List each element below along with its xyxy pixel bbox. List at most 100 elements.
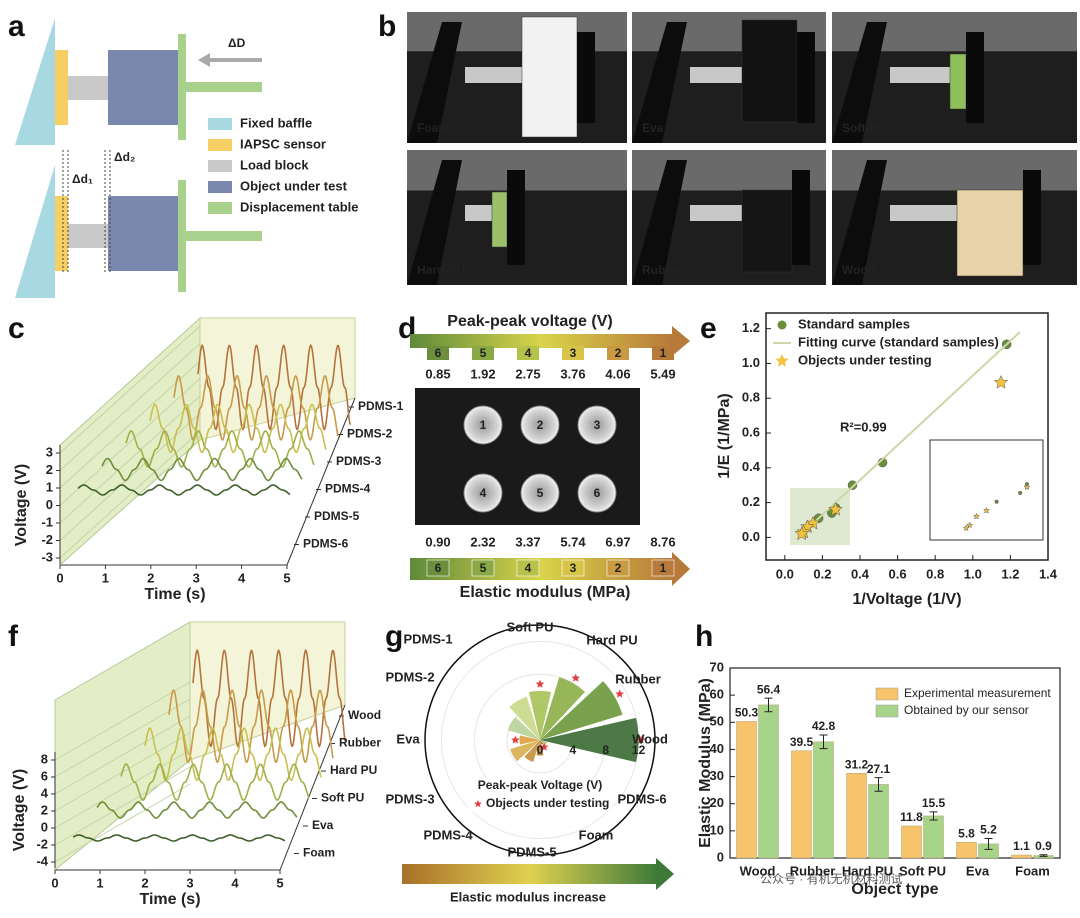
arrow-head: [672, 552, 690, 586]
instrument-frame: [832, 22, 887, 143]
x-tick-label: 0: [56, 570, 63, 585]
r-tick-label: 8: [602, 743, 609, 757]
step-tab: [651, 559, 675, 577]
y-tick-label: 1.0: [742, 355, 760, 370]
waveform: [125, 430, 315, 468]
y-tick-label: -3: [41, 549, 53, 564]
category-label: PDMS-6: [617, 791, 666, 806]
legend-label: Objects under testing: [486, 796, 609, 810]
star-marker: [535, 679, 545, 688]
load-rod: [690, 205, 742, 221]
legend-label: Load block: [240, 157, 309, 172]
wedge: [540, 677, 585, 740]
star-marker: [615, 689, 624, 698]
delta-label: Δd₂: [114, 150, 135, 164]
test-object: [741, 189, 793, 273]
legend-label: IAPSC sensor: [240, 136, 326, 151]
category-label: Foam: [579, 827, 614, 842]
x-tick-label: 5: [276, 875, 283, 890]
x-tick-label: Soft PU: [899, 863, 946, 878]
y-axis-title: Voltage (V): [11, 769, 28, 851]
photo-label: Soft-PU: [842, 121, 886, 135]
instrument-frame: [632, 22, 687, 143]
error-bar: [1039, 854, 1048, 857]
y-tick-label: 8: [41, 751, 48, 766]
voltage-value: 3.76: [560, 366, 585, 381]
wedge: [507, 717, 540, 740]
series-label: PDMS-6: [303, 537, 349, 551]
series-label: Foam: [303, 846, 335, 860]
series-label: Rubber: [339, 736, 381, 750]
error-bar: [874, 777, 883, 792]
data-point: [828, 501, 843, 516]
bar: [736, 721, 757, 859]
fixed-baffle: [15, 165, 55, 298]
category-label: Eva: [396, 731, 420, 746]
x-tick-label: 2: [141, 875, 148, 890]
wedge: [540, 740, 544, 745]
object: [108, 196, 178, 271]
star-marker: [539, 742, 549, 751]
sample-disk: [577, 405, 617, 445]
fixture: [577, 32, 595, 123]
y-tick-label: 6: [41, 768, 48, 783]
legend-marker: [474, 800, 482, 808]
value-label: 56.4: [757, 682, 781, 696]
modulus-title: Elastic modulus (MPa): [460, 584, 631, 601]
footer: Elastic modulus increase: [450, 889, 606, 904]
inset-point: [994, 499, 999, 504]
step-number: 5: [480, 346, 487, 360]
load-rod: [890, 205, 957, 221]
r-tick-label: 12: [632, 743, 646, 757]
dashed-guides: [62, 150, 111, 272]
series-label: PDMS-2: [347, 427, 393, 441]
arrow-head: [656, 858, 674, 890]
series-label: Hard PU: [330, 763, 377, 777]
sample-disk: [577, 473, 617, 513]
panel-label: e: [700, 312, 717, 345]
fixture: [507, 170, 525, 265]
r-tick-label: 0: [537, 743, 544, 757]
r-tick-label: 4: [570, 743, 577, 757]
bar: [758, 704, 779, 859]
x-axis-title: Time (s): [139, 891, 200, 908]
panel-label: f: [8, 620, 19, 653]
panel-label: c: [8, 312, 25, 345]
value-label: 15.5: [922, 796, 946, 810]
photo-label: Eva: [642, 121, 664, 135]
y-tick-label: -1: [41, 514, 53, 529]
modulus-value: 2.32: [470, 534, 495, 549]
voltage-title: Peak-peak voltage (V): [447, 313, 612, 330]
inset-point: [982, 506, 991, 514]
category-label: Hard PU: [586, 632, 637, 647]
error-bar: [984, 837, 993, 850]
step-tab: [607, 346, 629, 360]
value-label: 5.2: [980, 823, 997, 837]
grid-line: [54, 681, 191, 761]
x-tick-label: 4: [238, 570, 246, 585]
series-label: Eva: [312, 818, 334, 832]
voltage-value: 5.49: [650, 366, 675, 381]
step-number: 1: [660, 561, 667, 575]
x-tick-label: 1.4: [1039, 566, 1058, 581]
y-tick-label: 0.2: [742, 494, 760, 509]
x-tick-label: 0.4: [851, 566, 870, 581]
y-tick-label: 50: [710, 714, 724, 729]
grid-line: [59, 325, 201, 454]
y-tick-label: 4: [41, 785, 49, 800]
bar: [901, 825, 922, 859]
grid-line: [54, 715, 191, 795]
bar: [813, 741, 834, 859]
category-label: PDMS-4: [423, 827, 473, 842]
wedge: [519, 735, 540, 745]
watermark: 公众号 · 有机无机材料测试: [760, 871, 903, 886]
y-tick-label: 2: [46, 462, 53, 477]
waveform: [101, 457, 303, 482]
photo-label: Rubber: [642, 263, 684, 277]
voltage-value: 2.75: [515, 366, 540, 381]
waveform: [144, 727, 322, 782]
series-label: Wood: [348, 708, 381, 722]
legend-swatch: [208, 118, 232, 130]
y-tick-label: 1.2: [742, 320, 760, 335]
y-tick-label: 1: [46, 479, 53, 494]
